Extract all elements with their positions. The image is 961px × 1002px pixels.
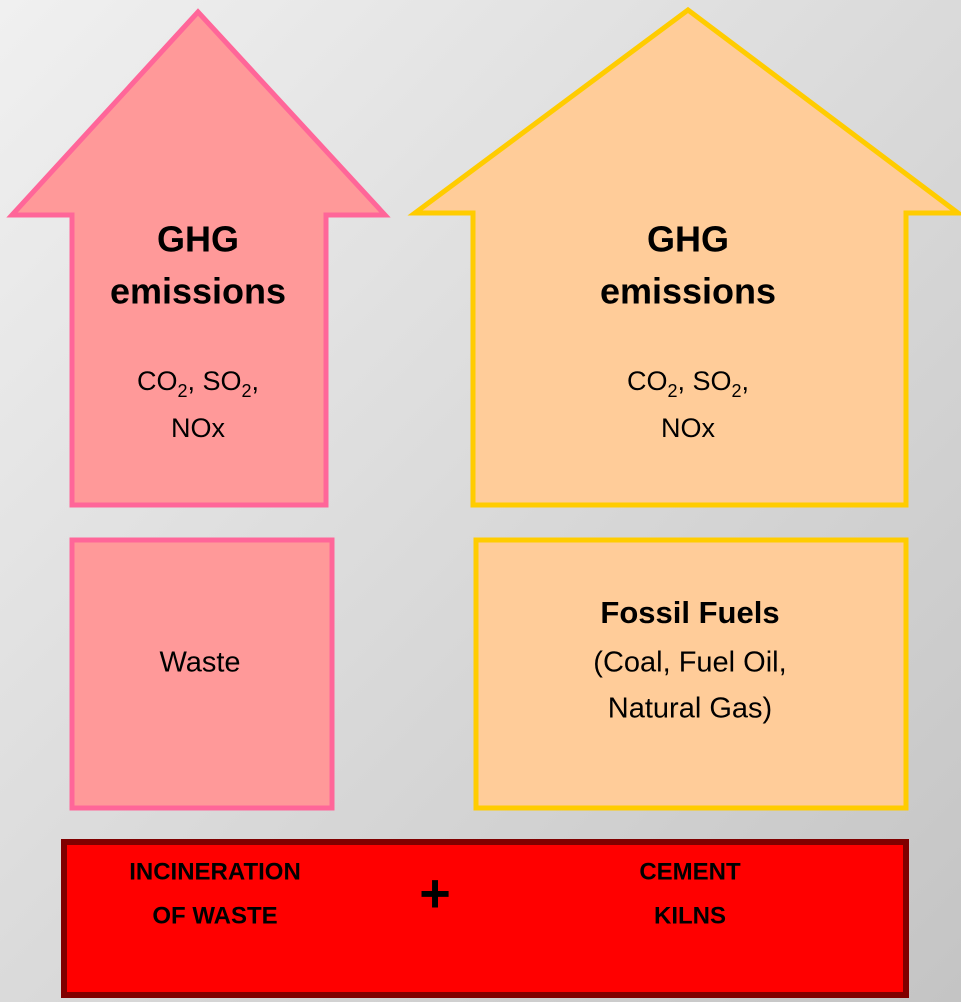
fossil-line: Natural Gas) [608,693,772,725]
base-label: INCINERATION [129,858,301,885]
subscript: 2 [732,381,742,401]
left-arrow [6,8,391,508]
formula: NOx [171,413,226,443]
waste-label: Waste [159,647,240,679]
subscript: 2 [242,381,252,401]
subscript: 2 [667,381,677,401]
right-arrow [407,6,961,508]
formula-part: CO [137,366,178,396]
formula: CO2, SO2, [137,366,259,401]
formula: CO2, SO2, [627,366,749,401]
base-label: CEMENT [639,858,741,885]
fossil-line: (Coal, Fuel Oil, [593,647,786,679]
base-label: KILNS [654,902,726,929]
formula-part: CO [627,366,668,396]
formula-part: , [252,366,260,396]
formula: NOx [661,413,716,443]
formula-part: , SO [677,366,731,396]
arrow-title: GHG [647,219,729,260]
arrow-title: emissions [600,271,776,312]
waste-box [69,537,335,811]
arrow-title: emissions [110,271,286,312]
fossil-title: Fossil Fuels [600,595,779,630]
base-bar [61,839,909,998]
formula-part: , [742,366,750,396]
fossil-box [473,537,909,811]
formula-part: , SO [187,366,241,396]
base-label: OF WASTE [152,902,277,929]
subscript: 2 [177,381,187,401]
plus: + [419,863,451,923]
arrow-title: GHG [157,219,239,260]
